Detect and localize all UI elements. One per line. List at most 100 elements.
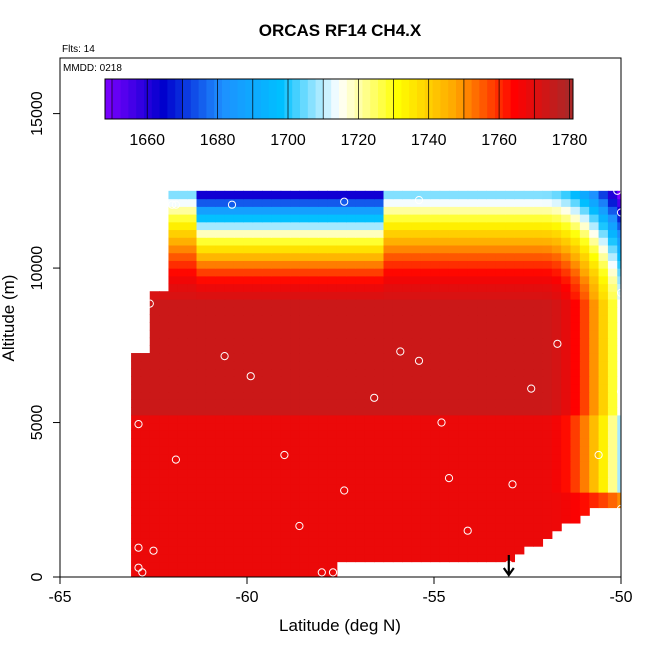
heatmap-cell bbox=[196, 298, 207, 308]
heatmap-cell bbox=[551, 492, 562, 501]
heatmap-cell bbox=[598, 260, 609, 269]
heatmap-cell bbox=[402, 314, 413, 323]
heatmap-cell bbox=[533, 237, 544, 246]
heatmap-cell bbox=[570, 476, 581, 485]
heatmap-cell bbox=[177, 538, 188, 547]
heatmap-cell bbox=[514, 538, 525, 547]
heatmap-cell bbox=[131, 445, 142, 455]
heatmap-cell bbox=[477, 553, 487, 563]
heatmap-cell bbox=[486, 522, 497, 532]
heatmap-cell bbox=[131, 353, 142, 362]
heatmap-cell bbox=[458, 237, 469, 246]
heatmap-cell bbox=[290, 430, 300, 439]
heatmap-cell bbox=[430, 437, 441, 447]
heatmap-cell bbox=[290, 252, 300, 261]
heatmap-cell bbox=[495, 453, 506, 462]
heatmap-cell bbox=[551, 190, 562, 200]
heatmap-cell bbox=[215, 376, 226, 385]
heatmap-cell bbox=[252, 190, 263, 200]
heatmap-cell bbox=[430, 298, 441, 308]
heatmap-cell bbox=[205, 399, 216, 408]
heatmap-cell bbox=[149, 515, 160, 524]
heatmap-cell bbox=[467, 360, 478, 370]
heatmap-cell bbox=[523, 314, 534, 323]
heatmap-cell bbox=[392, 515, 403, 524]
heatmap-cell bbox=[402, 437, 413, 447]
heatmap-cell bbox=[364, 468, 375, 478]
heatmap-cell bbox=[561, 376, 572, 385]
colorbar-tick-labels: 1660 1680 1700 1720 1740 1760 1780 bbox=[129, 132, 587, 149]
heatmap-cell bbox=[486, 221, 497, 231]
heatmap-cell bbox=[177, 353, 188, 362]
heatmap-cell bbox=[327, 368, 338, 377]
heatmap-cell bbox=[561, 476, 572, 485]
heatmap-cell bbox=[149, 430, 160, 439]
heatmap-cell bbox=[205, 291, 216, 300]
heatmap-cell bbox=[486, 492, 497, 501]
heatmap-cell bbox=[177, 515, 188, 524]
heatmap-cell bbox=[430, 407, 441, 416]
heatmap-cell bbox=[233, 507, 244, 516]
heatmap-cell bbox=[533, 360, 544, 370]
heatmap-cell bbox=[243, 268, 254, 277]
heatmap-cell bbox=[196, 422, 207, 431]
heatmap-cell bbox=[561, 345, 572, 354]
heatmap-cell bbox=[318, 383, 329, 393]
heatmap-cell bbox=[271, 322, 282, 331]
heatmap-cell bbox=[439, 391, 450, 400]
heatmap-cell bbox=[168, 561, 179, 570]
heatmap-cell bbox=[280, 291, 291, 300]
heatmap-cell bbox=[290, 453, 300, 462]
colorbar-segment bbox=[401, 79, 410, 119]
heatmap-cell bbox=[318, 538, 329, 547]
heatmap-cell bbox=[224, 190, 235, 200]
heatmap-cell bbox=[411, 383, 422, 393]
heatmap-cell bbox=[327, 445, 338, 455]
heatmap-cell bbox=[336, 283, 347, 292]
heatmap-cell bbox=[252, 252, 263, 261]
heatmap-cell bbox=[551, 306, 562, 316]
heatmap-cell bbox=[280, 553, 291, 563]
heatmap-cell bbox=[607, 383, 618, 393]
heatmap-cell bbox=[168, 314, 179, 323]
heatmap-cell bbox=[448, 546, 459, 555]
heatmap-cell bbox=[505, 221, 516, 231]
heatmap-cell bbox=[439, 499, 450, 509]
heatmap-cell bbox=[486, 252, 497, 261]
heatmap-cell bbox=[561, 468, 572, 478]
heatmap-cell bbox=[579, 214, 590, 223]
heatmap-cell bbox=[327, 260, 338, 269]
heatmap-cell bbox=[168, 522, 179, 532]
heatmap-cell bbox=[187, 221, 198, 231]
heatmap-cell bbox=[477, 430, 487, 439]
sample-point bbox=[444, 474, 454, 483]
heatmap-cell bbox=[149, 368, 160, 377]
heatmap-cell bbox=[271, 538, 282, 547]
heatmap-cell bbox=[346, 306, 357, 316]
heatmap-cell bbox=[261, 414, 272, 424]
heatmap-cell bbox=[243, 322, 254, 331]
heatmap-cell bbox=[430, 283, 441, 292]
heatmap-cell bbox=[392, 368, 403, 377]
heatmap-cell bbox=[374, 314, 385, 323]
sample-point bbox=[295, 521, 304, 531]
heatmap-cell bbox=[327, 383, 338, 393]
heatmap-cell bbox=[561, 383, 572, 393]
heatmap-cell bbox=[308, 244, 319, 254]
heatmap-cell bbox=[505, 353, 516, 362]
heatmap-cell bbox=[196, 522, 207, 532]
heatmap-cell bbox=[290, 368, 300, 377]
heatmap-cell bbox=[402, 461, 413, 470]
heatmap-cell bbox=[243, 329, 254, 339]
heatmap-cell bbox=[280, 507, 291, 516]
heatmap-cell bbox=[448, 399, 459, 408]
heatmap-cell bbox=[224, 499, 235, 509]
colorbar-tick-label: 1680 bbox=[200, 132, 236, 149]
heatmap-cell bbox=[205, 499, 216, 509]
heatmap-cell bbox=[598, 337, 609, 346]
heatmap-cell bbox=[505, 430, 516, 439]
heatmap-cell bbox=[308, 515, 319, 524]
heatmap-cell bbox=[458, 345, 469, 354]
heatmap-cell bbox=[261, 468, 272, 478]
heatmap-cell bbox=[589, 214, 600, 223]
